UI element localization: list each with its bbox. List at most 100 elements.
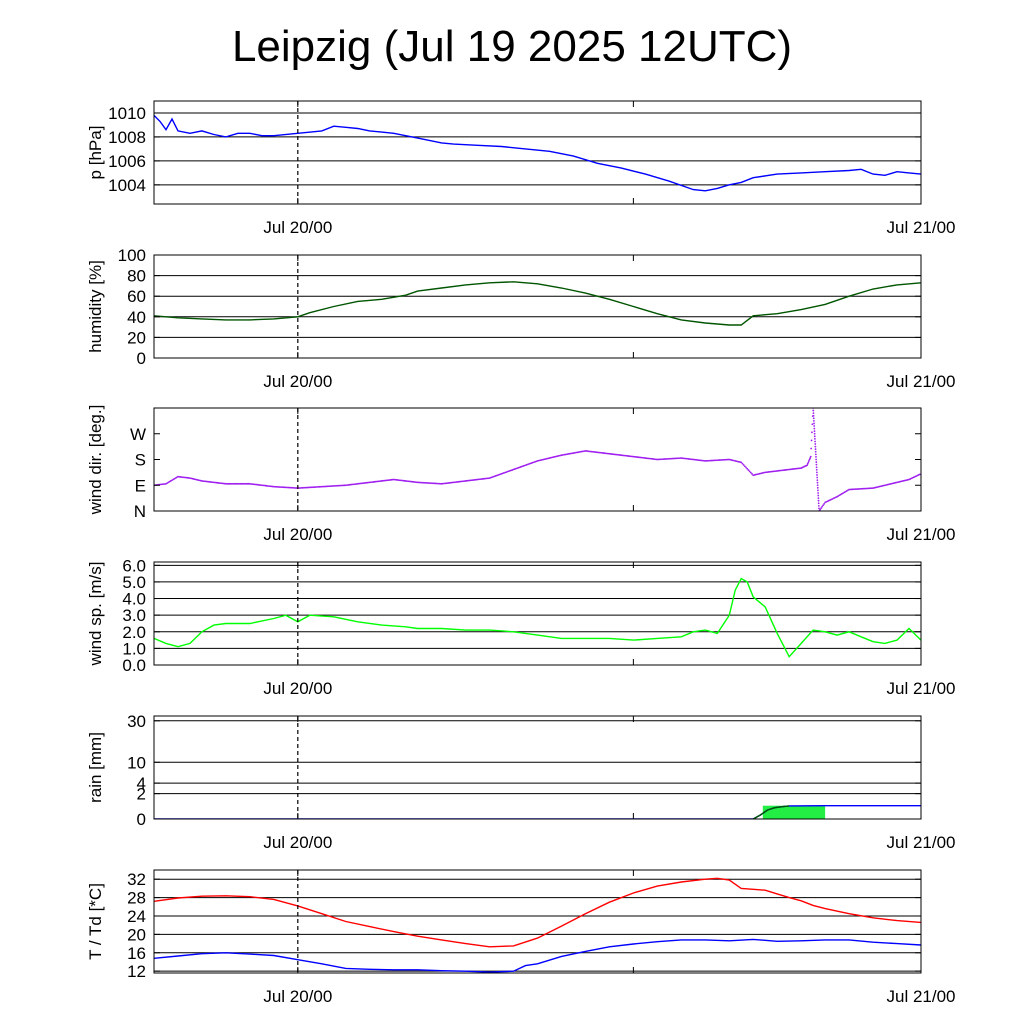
wind-dir-point [813, 425, 816, 427]
y-axis-label: wind sp. [m/s] [86, 562, 105, 667]
wind-dir-point [817, 489, 819, 492]
y-tick-label: S [135, 451, 146, 470]
wind-dir-point [817, 499, 820, 502]
y-tick-label: 1006 [108, 152, 146, 171]
y-tick-label: 4.0 [122, 590, 146, 609]
wind-dir-point [818, 507, 820, 510]
plot-area-wind_dir [154, 408, 921, 511]
panel-frame [153, 407, 922, 512]
wind-dir-point [809, 455, 812, 458]
panel-frame [153, 254, 922, 359]
wind-dir-point [814, 448, 817, 451]
y-tick-label: 10 [127, 753, 146, 772]
wind-dir-point [741, 462, 744, 465]
wind-dir-point [811, 423, 814, 426]
y-axis-label: T / Td [*C] [86, 883, 105, 960]
x-tick-label: Jul 21/00 [887, 525, 956, 544]
wind-dir-point [751, 473, 753, 475]
plot-area-humidity [154, 281, 921, 326]
y-tick-label: 0 [137, 349, 146, 368]
wind-dir-point [808, 460, 810, 462]
y-tick-label: 20 [127, 925, 146, 944]
x-tick-label: Jul 20/00 [263, 679, 332, 698]
x-tick-label: Jul 21/00 [887, 372, 956, 391]
chart-title: Leipzig (Jul 19 2025 12UTC) [231, 22, 793, 71]
wind-dir-point [817, 502, 820, 505]
wind-dir-point [749, 471, 752, 474]
panel-frame [153, 561, 922, 666]
wind-dir-point [813, 427, 816, 430]
wind-dir-point [811, 431, 813, 434]
wind-dir-point [808, 458, 811, 461]
wind-dir-point [815, 463, 818, 466]
wind-dir-point [816, 474, 818, 476]
wind-dir-point [743, 465, 746, 468]
wind-dir-point [817, 494, 820, 497]
x-tick-label: Jul 20/00 [263, 987, 332, 1006]
wind-dir-point [817, 504, 820, 507]
y-tick-label: E [135, 476, 146, 495]
plot-area-pressure [154, 114, 921, 192]
wind-dir-point [815, 471, 818, 474]
wind-dir-point [812, 417, 815, 420]
wind-dir-point [740, 461, 743, 464]
y-tick-label: 2.0 [122, 623, 146, 642]
wind-dir-point [746, 467, 749, 470]
wind-dir-point [816, 484, 819, 487]
plot-area-temperature [154, 877, 921, 973]
series-rain-1 [752, 805, 790, 819]
y-tick-label: 30 [127, 712, 146, 731]
y-axis-label: rain [mm] [86, 732, 105, 803]
wind-dir-point [816, 481, 819, 484]
wind-dir-point [814, 450, 817, 453]
wind-dir-point [813, 430, 816, 433]
wind-dir-point [820, 507, 823, 510]
y-axis-label: p [hPa] [86, 126, 105, 180]
x-tick-label: Jul 20/00 [263, 833, 332, 852]
y-tick-label: 20 [127, 328, 146, 347]
wind-dir-point [812, 419, 815, 422]
wind-dir-point [816, 476, 819, 479]
y-tick-label: 24 [127, 907, 146, 926]
series-temperature-0 [154, 877, 921, 948]
wind-dir-point [812, 412, 815, 415]
wind-dir-point [815, 456, 817, 458]
series-wind_speed-0 [154, 577, 921, 658]
y-tick-label: 6.0 [122, 556, 146, 575]
wind-dir-point [814, 438, 816, 440]
plot-area-wind_speed [154, 577, 921, 658]
wind-dir-point [823, 502, 826, 505]
wind-dir-point [745, 466, 747, 469]
y-axis-label: humidity [%] [86, 260, 105, 353]
x-tick-label: Jul 21/00 [887, 679, 956, 698]
wind-dir-point [822, 504, 825, 507]
y-axis-label: wind dir. [deg.] [86, 405, 105, 516]
wind-dir-point [814, 440, 816, 443]
x-tick-label: Jul 20/00 [263, 218, 332, 237]
wind-dir-point [812, 414, 815, 417]
panel-frame [153, 715, 922, 820]
wind-dir-point [813, 422, 815, 425]
y-tick-label: 1004 [108, 176, 146, 195]
series-temperature-1 [154, 938, 921, 973]
wind-dir-point [815, 458, 818, 461]
y-tick-label: 3.0 [122, 606, 146, 625]
y-tick-label: W [130, 425, 146, 444]
y-tick-label: 1.0 [122, 639, 146, 658]
wind-dir-point [815, 468, 818, 471]
x-tick-label: Jul 21/00 [887, 987, 956, 1006]
panel-wind_speed: 0.01.02.03.04.05.06.0 wind sp. [m/s] Jul 2… [86, 556, 956, 698]
x-tick-label: Jul 21/00 [887, 833, 956, 852]
wind-dir-point [816, 479, 819, 481]
wind-dir-point [814, 445, 817, 448]
y-tick-label: 32 [127, 870, 146, 889]
y-tick-label: 28 [127, 889, 146, 908]
wind-dir-point [747, 469, 750, 471]
y-tick-label: 2 [137, 785, 146, 804]
wind-dir-point [815, 461, 818, 463]
y-tick-label: 1008 [108, 128, 146, 147]
